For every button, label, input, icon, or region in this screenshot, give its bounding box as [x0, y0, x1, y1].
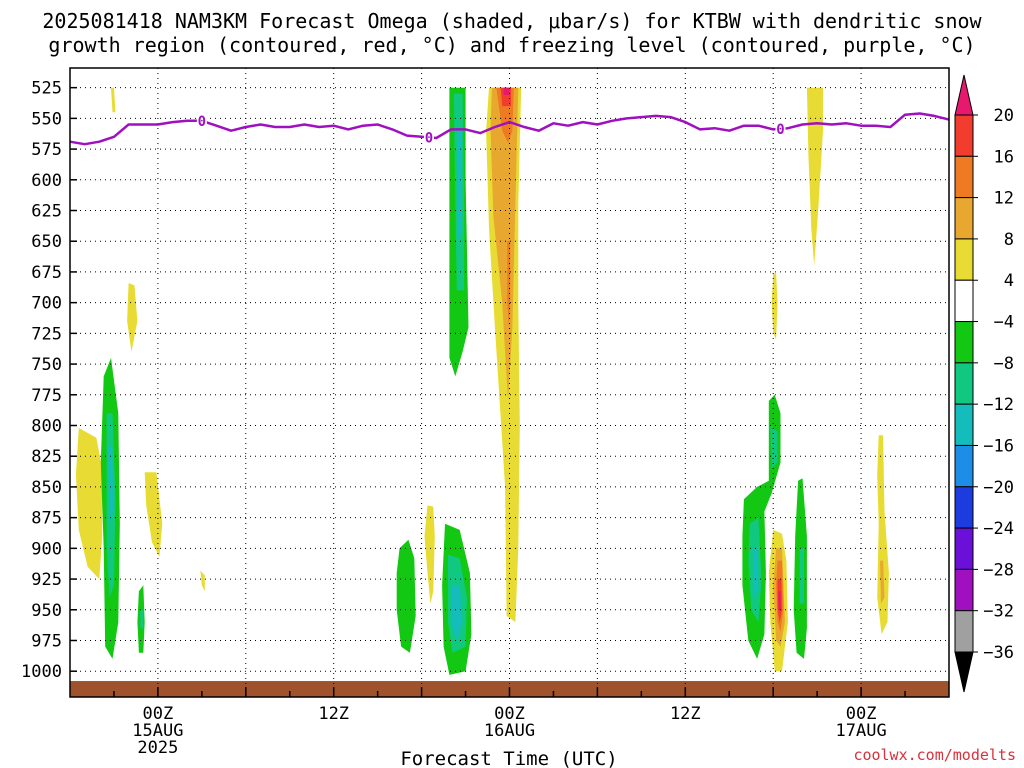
omega-shade-region — [503, 87, 510, 95]
time-tick-label: 17AUG — [836, 721, 887, 741]
colorbar-label: −24 — [983, 519, 1014, 539]
freezing-level-contour: 0 0 0 — [69, 112, 950, 146]
colorbar-bin — [954, 610, 974, 653]
pressure-tick-label: 525 — [31, 79, 62, 99]
colorbar-bin — [954, 444, 974, 488]
pressure-tick-label: 950 — [31, 601, 62, 621]
omega-shade-region — [127, 283, 138, 352]
colorbar-label: −16 — [983, 436, 1014, 456]
pressure-tick-label: 975 — [31, 631, 62, 651]
colorbar-bin — [954, 486, 974, 529]
omega-shade-region — [200, 570, 205, 592]
pressure-tick-label: 600 — [31, 171, 62, 191]
omega-shade-region — [144, 472, 163, 557]
omega-shade-region — [450, 585, 463, 641]
freezing-level-label: 0 — [425, 130, 433, 146]
colorbar-label: −32 — [983, 602, 1014, 622]
omega-shade-region — [490, 87, 519, 401]
colorbar-bin — [954, 114, 974, 157]
colorbar-bin — [954, 279, 974, 323]
pressure-tick-label: 925 — [31, 570, 62, 590]
omega-shade-region — [778, 591, 781, 610]
chart-title-line-2: growth region (contoured, red, °C) and f… — [48, 33, 975, 57]
omega-shade-region — [507, 241, 511, 328]
pressure-tick-label: 725 — [31, 324, 62, 344]
time-tick-label: 00Z — [846, 704, 877, 724]
pressure-tick-label: 850 — [31, 478, 62, 498]
omega-shade-region — [108, 443, 114, 524]
omega-shade-region — [424, 505, 435, 604]
time-tick-label: 00Z — [494, 704, 525, 724]
colorbar-label: −4 — [994, 313, 1014, 333]
pressure-tick-label: 625 — [31, 202, 62, 222]
chart-title-line-1: 2025081418 NAM3KM Forecast Omega (shaded… — [42, 9, 982, 33]
pressure-tick-label: 1000 — [21, 662, 62, 682]
pressure-tick-label: 575 — [31, 140, 62, 160]
colorbar-bin — [954, 321, 974, 364]
colorbar-label: 4 — [1004, 271, 1014, 291]
colorbar-top-arrow — [954, 74, 974, 116]
colorbar-label: 16 — [994, 147, 1014, 167]
omega-shade-region — [799, 548, 804, 604]
freezing-level-label: 0 — [198, 114, 206, 130]
omega-shade-region — [880, 560, 885, 604]
time-tick-label: 16AUG — [484, 721, 535, 741]
colorbar-label: 8 — [1004, 230, 1014, 250]
pressure-tick-label: 875 — [31, 509, 62, 529]
omega-shade-region — [877, 435, 889, 635]
colorbar-label: −12 — [983, 395, 1014, 415]
pressure-tick-label: 700 — [31, 294, 62, 314]
omega-shade-region — [75, 428, 103, 580]
time-tick-label: 15AUG — [132, 721, 183, 741]
freezing-level-line — [69, 112, 950, 146]
omega-shading — [75, 87, 889, 675]
freezing-label-bg — [775, 120, 786, 137]
freezing-level-label: 0 — [776, 122, 784, 138]
colorbar-label: −20 — [983, 478, 1014, 498]
omega-shade-region — [140, 609, 144, 629]
omega-shade-region — [752, 548, 759, 598]
colorbar-bin — [954, 527, 974, 570]
colorbar-bin — [954, 238, 974, 281]
pressure-tick-label: 900 — [31, 539, 62, 559]
colorbar-label: 20 — [994, 106, 1014, 126]
pressure-tick-label: 800 — [31, 416, 62, 436]
colorbar-bottom-arrow — [954, 651, 974, 693]
omega-shade-region — [396, 539, 416, 653]
pressure-tick-label: 675 — [31, 263, 62, 283]
colorbar-label: 12 — [994, 189, 1014, 209]
omega-shade-region — [111, 87, 116, 113]
omega-shade-region — [456, 130, 462, 242]
time-tick-label: 00Z — [143, 704, 174, 724]
colorbar-label: −8 — [994, 354, 1014, 374]
colorbar-bin — [954, 568, 974, 612]
time-tick-label: 12Z — [670, 704, 701, 724]
colorbar-label: −28 — [983, 560, 1014, 580]
colorbar-label: −36 — [983, 643, 1014, 663]
colorbar-bin — [954, 155, 974, 199]
pressure-tick-label: 750 — [31, 355, 62, 375]
x-axis-label: Forecast Time (UTC) — [400, 748, 617, 768]
colorbar-bin — [954, 403, 974, 446]
omega-shade-region — [771, 273, 778, 340]
source-credit: coolwx.com/modelts — [853, 746, 1016, 764]
pressure-tick-label: 550 — [31, 109, 62, 129]
omega-shade-region — [770, 425, 778, 469]
pressure-tick-label: 775 — [31, 386, 62, 406]
freezing-label-bg — [423, 129, 434, 146]
pressure-tick-label: 650 — [31, 232, 62, 252]
freezing-label-bg — [196, 112, 207, 129]
pressure-tick-label: 825 — [31, 447, 62, 467]
omega-shade-region — [806, 87, 823, 266]
time-tick-label: 12Z — [318, 704, 349, 724]
colorbar: 20 16 12 8 4 −4 −8 −12 −16 −20 −24 −28 −32 −36 — [954, 74, 1014, 693]
colorbar-bin — [954, 362, 974, 405]
pressure-axis: 525 550 575 600 625 650 675 700 725 750 775 800 825 8… — [21, 79, 77, 682]
colorbar-bin — [954, 197, 974, 240]
time-tick-label: 2025 — [137, 738, 178, 758]
